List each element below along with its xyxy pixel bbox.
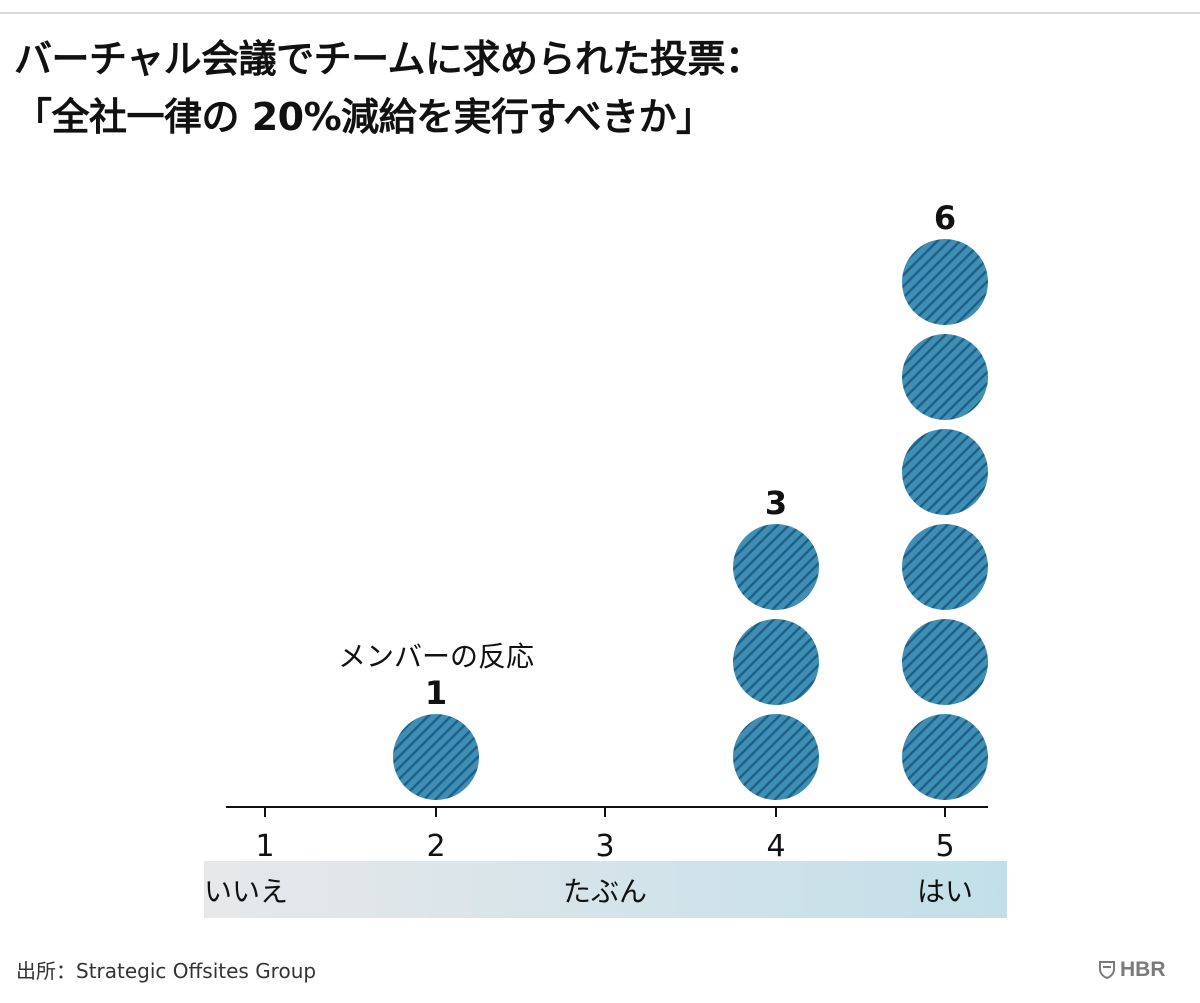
x-tick-label: 4 (766, 829, 785, 864)
scale-label-yes: はい (917, 875, 973, 908)
dot-marks (393, 239, 988, 800)
response-dot (733, 619, 819, 705)
response-dot (393, 714, 479, 800)
hbr-logo: HBR (1098, 958, 1166, 982)
hbr-logo-text: HBR (1120, 958, 1166, 981)
scale-gradient-bar (204, 861, 1007, 918)
series-annotation: メンバーの反応 (338, 640, 534, 673)
source-note: 出所：Strategic Offsites Group (16, 959, 317, 983)
scale-band: いいえ たぶん はい (204, 861, 1007, 918)
x-tick-label: 5 (935, 829, 954, 864)
x-tick-label: 3 (595, 829, 614, 864)
x-tick-label: 2 (426, 829, 445, 864)
value-labels: 1 3 6 メンバーの反応 (338, 199, 956, 712)
count-label: 1 (425, 674, 447, 712)
response-dot (902, 239, 988, 325)
response-dot (902, 334, 988, 420)
response-dot (733, 714, 819, 800)
count-label: 3 (765, 484, 787, 522)
count-label: 6 (934, 199, 956, 237)
response-dot (902, 429, 988, 515)
chart-title-line-2: 「全社一律の 20%減給を実行すべきか」 (14, 95, 714, 139)
chart-title-line-1: バーチャル会議でチームに求められた投票： (14, 37, 763, 81)
response-dot (902, 524, 988, 610)
response-dot (902, 619, 988, 705)
response-dot (902, 714, 988, 800)
top-rule (0, 12, 1200, 14)
x-tick-label: 1 (255, 829, 274, 864)
shield-icon (1099, 961, 1115, 980)
scale-label-no: いいえ (204, 875, 288, 908)
scale-label-maybe: たぶん (563, 875, 647, 908)
x-axis: 1 2 3 4 5 (226, 806, 988, 864)
chart-title: バーチャル会議でチームに求められた投票： 「全社一律の 20%減給を実行すべきか… (14, 30, 1184, 146)
response-dot (733, 524, 819, 610)
